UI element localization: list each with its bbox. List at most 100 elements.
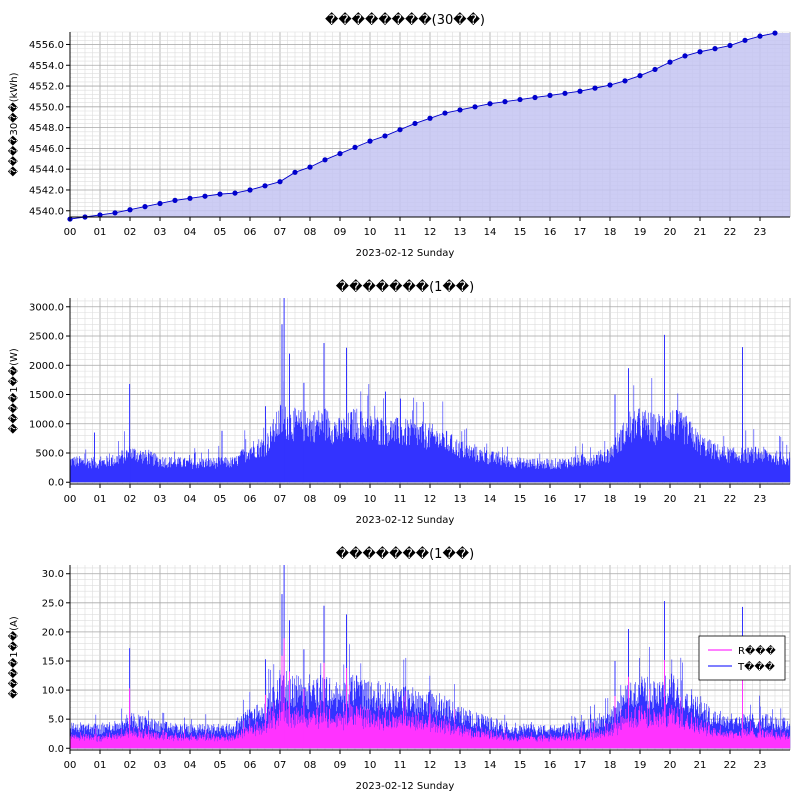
data-point [427, 116, 432, 121]
r-current-spike [289, 671, 290, 748]
x-tick-label: 20 [664, 227, 677, 238]
power-spike [628, 368, 629, 482]
x-tick-label: 20 [664, 494, 677, 505]
data-point [292, 170, 297, 175]
data-point [592, 86, 597, 91]
r-current-spike [265, 695, 266, 748]
x-tick-label: 03 [154, 494, 167, 505]
data-point [757, 34, 762, 39]
power-spike [303, 383, 304, 482]
data-point [127, 207, 132, 212]
power-spike [346, 348, 347, 483]
y-tick-label: 4548.0 [29, 123, 64, 134]
data-point [112, 210, 117, 215]
y-axis-label: ����1��(W) [7, 348, 20, 434]
x-tick-label: 10 [364, 227, 377, 238]
x-axis-label: 2023-02-12 Sunday [356, 515, 455, 526]
y-tick-label: 1500.0 [29, 390, 64, 401]
data-point [442, 110, 447, 115]
x-tick-label: 01 [94, 494, 107, 505]
x-tick-label: 05 [214, 760, 227, 771]
power-spike [222, 431, 223, 482]
y-tick-label: 4540.0 [29, 206, 64, 217]
x-tick-label: 06 [244, 494, 257, 505]
x-tick-label: 21 [694, 227, 707, 238]
r-current-spike [324, 663, 325, 749]
r-current-spike [615, 696, 616, 748]
x-tick-label: 08 [304, 227, 317, 238]
x-tick-label: 07 [274, 227, 287, 238]
x-tick-label: 14 [484, 494, 497, 505]
data-point [172, 198, 177, 203]
x-tick-label: 00 [64, 494, 77, 505]
power-spike [615, 395, 616, 483]
x-tick-label: 13 [454, 494, 467, 505]
x-tick-label: 02 [124, 760, 137, 771]
x-tick-label: 17 [574, 494, 587, 505]
x-tick-label: 16 [544, 494, 557, 505]
data-point [742, 38, 747, 43]
data-point [652, 67, 657, 72]
x-tick-label: 02 [124, 494, 137, 505]
data-point [142, 204, 147, 209]
data-point [712, 46, 717, 51]
x-tick-label: 09 [334, 227, 347, 238]
power-spike [94, 433, 95, 483]
data-point [622, 78, 627, 83]
data-point [682, 53, 687, 58]
data-point [337, 151, 342, 156]
data-point [232, 190, 237, 195]
x-tick-label: 00 [64, 760, 77, 771]
data-point [157, 201, 162, 206]
x-tick-label: 00 [64, 227, 77, 238]
x-tick-label: 01 [94, 760, 107, 771]
x-tick-label: 15 [514, 494, 527, 505]
x-tick-label: 12 [424, 227, 437, 238]
data-point [502, 99, 507, 104]
y-tick-label: 4542.0 [29, 185, 64, 196]
x-tick-label: 19 [634, 227, 647, 238]
data-point [217, 192, 222, 197]
x-tick-label: 07 [274, 760, 287, 771]
data-point [547, 93, 552, 98]
x-axis-label: 2023-02-12 Sunday [356, 248, 455, 259]
data-point [367, 139, 372, 144]
x-tick-label: 23 [754, 494, 767, 505]
y-tick-label: 3000.0 [29, 302, 64, 313]
data-point [457, 107, 462, 112]
data-point [352, 145, 357, 150]
x-tick-label: 06 [244, 227, 257, 238]
data-point [577, 89, 582, 94]
y-tick-label: 500.0 [35, 449, 64, 460]
r-current-spike [129, 688, 130, 748]
x-tick-label: 04 [184, 760, 197, 771]
x-tick-label: 15 [514, 227, 527, 238]
power-spike [400, 399, 401, 483]
power-spike [742, 347, 743, 482]
x-tick-label: 03 [154, 760, 167, 771]
data-point [727, 43, 732, 48]
y-tick-label: 1000.0 [29, 419, 64, 430]
power-spike [324, 343, 325, 482]
data-point [637, 73, 642, 78]
data-point [607, 82, 612, 87]
data-point [487, 101, 492, 106]
x-tick-label: 10 [364, 494, 377, 505]
y-axis-label: ����30��(kWh) [7, 72, 20, 176]
r-current-spike [664, 660, 665, 748]
r-current-bar [790, 738, 791, 749]
power-bar [790, 458, 791, 482]
r-current-spike [282, 656, 283, 749]
y-tick-label: 4552.0 [29, 82, 64, 93]
x-tick-label: 02 [124, 227, 137, 238]
x-tick-label: 22 [724, 494, 737, 505]
data-point [262, 183, 267, 188]
data-point [772, 30, 777, 35]
y-tick-label: 4550.0 [29, 102, 64, 113]
y-tick-label: 4554.0 [29, 61, 64, 72]
x-tick-label: 11 [394, 494, 407, 505]
x-tick-label: 11 [394, 227, 407, 238]
